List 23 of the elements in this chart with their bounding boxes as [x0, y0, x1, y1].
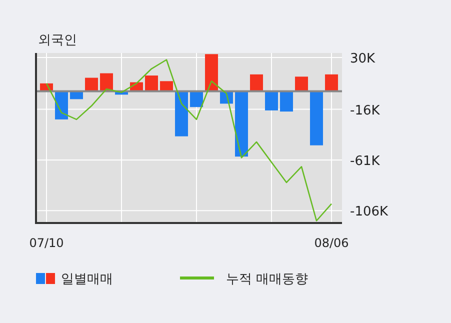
x-tick-label: 07/10 [29, 236, 64, 250]
bar [265, 91, 278, 110]
x-tick-label: 08/06 [314, 236, 349, 250]
bar [100, 73, 113, 92]
line-series [46, 59, 332, 222]
y-tick-label: 30K [350, 52, 376, 67]
bar [85, 78, 98, 92]
y-tick-label: -16K [350, 103, 380, 118]
bar [160, 81, 173, 92]
bar [235, 91, 248, 157]
bar [250, 74, 263, 92]
y-tick-label: -61K [350, 154, 380, 169]
bar [310, 91, 323, 146]
legend-label: 일별매매 [61, 272, 113, 287]
bar [175, 91, 188, 136]
legend-label: 누적 매매동향 [226, 272, 308, 287]
bar [145, 76, 158, 92]
bar [325, 74, 338, 92]
chart-title: 외국인 [38, 33, 77, 48]
bar [280, 91, 293, 112]
y-tick-label: -106K [350, 204, 389, 220]
bar [205, 54, 218, 92]
bar [295, 76, 308, 92]
